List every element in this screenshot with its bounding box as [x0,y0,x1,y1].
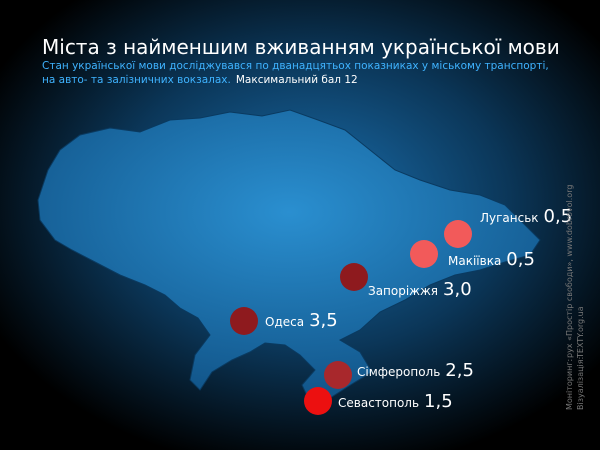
city-score: 0,5 [506,249,535,270]
cities: Луганськ 0,5 Макіївка 0,5 Запоріжжя 3,0 Одеса 3… [230,206,572,415]
city-name: Сімферополь [357,365,440,379]
city-score: 1,5 [424,391,453,412]
city-name: Луганськ [480,211,539,225]
subtitle: на авто- та залізничних вокзалах. [42,74,231,86]
note: Максимальний бал 12 [236,74,358,86]
city-name: Макіївка [448,254,501,268]
city-marker [444,220,472,248]
credit: рух «Простір свободи», www.dobrovol.org [565,185,574,358]
city-marker [304,387,332,415]
city-marker [324,361,352,389]
credit: TEXTY.org.ua [576,306,585,359]
city-marker [410,240,438,268]
city-marker [340,263,368,291]
city-name: Севастополь [338,396,419,410]
title: Міста з найменшим вживанням української … [42,35,560,59]
city-score: 0,5 [544,206,573,227]
city-name: Одеса [265,315,304,329]
credit-label: Моніторинг: [565,359,574,410]
city-name: Запоріжжя [368,284,438,298]
city-score: 2,5 [445,360,474,381]
city-score: 3,0 [443,279,472,300]
credits: Моніторинг: рух «Простір свободи», www.d… [565,185,585,410]
map-ukraine [37,109,541,403]
subtitle: Стан української мови досліджувався по д… [42,60,549,72]
credit-label: Візуалізація: [576,357,585,410]
city-marker [230,307,258,335]
city-score: 3,5 [309,310,338,331]
